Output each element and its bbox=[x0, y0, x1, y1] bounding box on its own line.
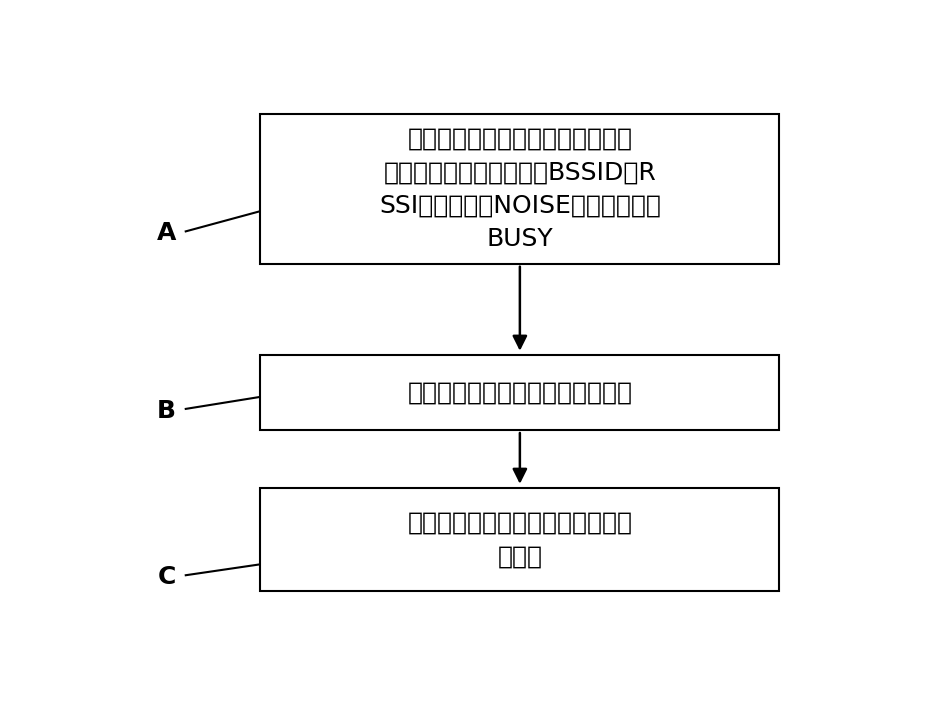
Bar bbox=[260, 488, 779, 591]
Text: A: A bbox=[157, 221, 177, 246]
Text: B: B bbox=[157, 399, 176, 423]
Text: 通过所述信息对每个信道进行评估: 通过所述信息对每个信道进行评估 bbox=[407, 381, 632, 405]
Text: C: C bbox=[157, 565, 176, 589]
Text: 信道扫描，获取无线路由器各个信
道的信息，所述信息包括BSSID、R
SSI分布、干扰NOISE与空口繁忙率
BUSY: 信道扫描，获取无线路由器各个信 道的信息，所述信息包括BSSID、R SSI分布… bbox=[379, 127, 661, 251]
Bar bbox=[260, 114, 779, 264]
Text: 在评估的信道中，筛选并切换至最
优信道: 在评估的信道中，筛选并切换至最 优信道 bbox=[407, 511, 632, 568]
Bar bbox=[260, 355, 779, 430]
